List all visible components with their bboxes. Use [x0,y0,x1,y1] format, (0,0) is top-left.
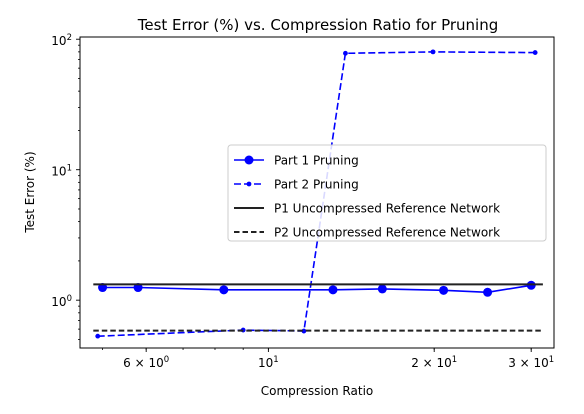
legend-box [227,144,547,242]
y-tick-label: 101 [51,164,72,179]
x-tick-label: 3 × 101 [508,355,554,370]
x-axis-label: Compression Ratio [261,384,374,398]
legend-label-4: P2 Uncompressed Reference Network [274,226,500,240]
series-2-point [430,49,436,55]
y-tick-label: 100 [51,294,72,309]
series-1-point [483,287,493,297]
series-2-point [343,50,348,56]
series-1-point [328,285,338,295]
series-1-point [377,284,387,294]
legend-label-1: Part 1 Pruning [274,154,359,168]
chart-title: Test Error (%) vs. Compression Ratio for… [137,16,499,34]
legend-marker-1 [244,155,254,165]
series-1-point [219,285,229,295]
legend: Part 1 Pruning Part 2 Pruning P1 Uncompres… [227,144,547,242]
x-axis: 6 × 100 101 2 × 101 3 × 101 [102,348,554,370]
series-2-point [532,50,538,55]
series-line-1 [102,284,532,294]
x-tick-label: 2 × 101 [411,355,457,370]
legend-label-2: Part 2 Pruning [274,178,359,192]
y-axis-label: Test Error (%) [23,151,37,233]
plot-frame [79,36,555,349]
legend-marker-2 [246,181,252,187]
series-1-point [439,285,449,295]
y-tick-label: 102 [51,33,72,48]
legend-label-3: P1 Uncompressed Reference Network [274,202,500,216]
series-2-point [95,333,101,339]
x-tick-label: 101 [258,355,279,370]
x-tick-label: 6 × 100 [123,355,169,370]
y-axis: 100 101 102 [51,33,80,340]
